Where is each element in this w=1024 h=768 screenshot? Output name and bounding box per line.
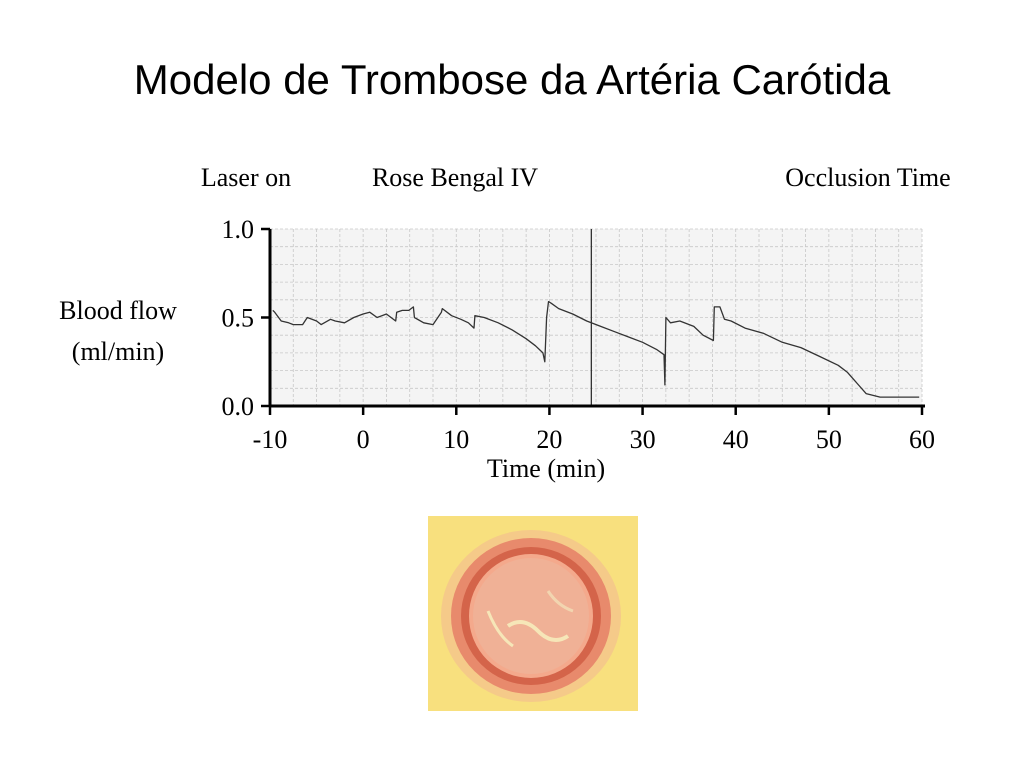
- x-tick-label: 40: [723, 425, 749, 454]
- blood-flow-trace: [272, 300, 920, 398]
- chart-grid: [269, 228, 923, 407]
- annotation-rose-bengal: Rose Bengal IV: [372, 163, 538, 192]
- annotation-laser-on: Laser on: [201, 163, 291, 192]
- x-tick-label: 60: [909, 425, 935, 454]
- annotation-occlusion-time: Occlusion Time: [785, 163, 950, 192]
- artery-cross-section-image: [428, 516, 638, 711]
- x-axis-label: Time (min): [487, 454, 605, 483]
- x-tick-label: 20: [536, 425, 562, 454]
- slide-title: Modelo de Trombose da Artéria Carótida: [133, 56, 891, 103]
- y-tick-label: 1.0: [222, 215, 255, 244]
- y-axis-label-line2: (ml/min): [72, 337, 164, 366]
- y-axis-label-line1: Blood flow: [59, 296, 177, 325]
- x-tick-label: 50: [816, 425, 842, 454]
- x-tick-label: 10: [443, 425, 469, 454]
- chart-ticks: -10 0 10 20 30 40 50 60 0.0 0.5 1.0: [222, 215, 936, 454]
- x-tick-label: 30: [630, 425, 656, 454]
- x-tick-label: 0: [357, 425, 370, 454]
- x-tick-label: -10: [253, 425, 288, 454]
- y-tick-label: 0.0: [222, 392, 255, 421]
- y-tick-label: 0.5: [222, 304, 255, 333]
- artery-cross-section-drawing: [441, 530, 621, 702]
